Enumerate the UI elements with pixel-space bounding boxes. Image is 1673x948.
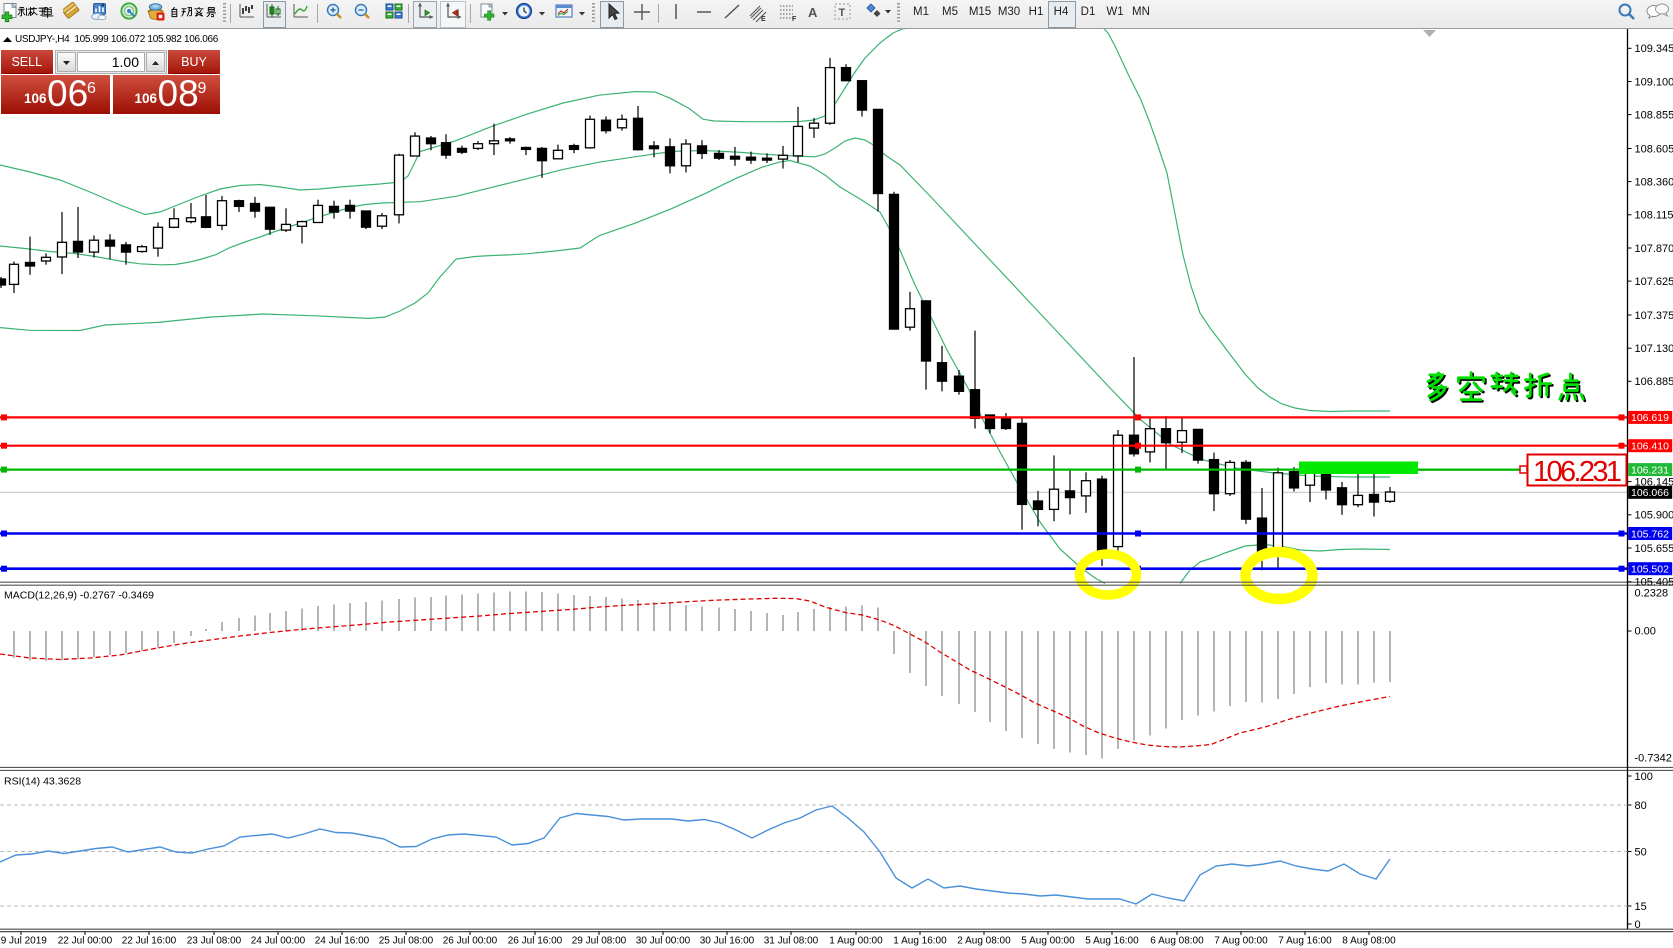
svg-text:31 Jul 08:00: 31 Jul 08:00 bbox=[764, 936, 819, 947]
svg-text:108.605: 108.605 bbox=[1635, 143, 1673, 155]
svg-text:0.2328: 0.2328 bbox=[1635, 588, 1669, 600]
svg-text:100: 100 bbox=[1635, 771, 1653, 783]
svg-text:29 Jul 08:00: 29 Jul 08:00 bbox=[572, 936, 627, 947]
svg-text:T: T bbox=[839, 7, 846, 19]
svg-text:109.345: 109.345 bbox=[1635, 43, 1673, 55]
svg-text:106.410: 106.410 bbox=[1631, 441, 1669, 453]
svg-text:106.231: 106.231 bbox=[1631, 464, 1669, 476]
svg-text:6 Aug 08:00: 6 Aug 08:00 bbox=[1150, 936, 1204, 947]
svg-text:7 Aug 00:00: 7 Aug 00:00 bbox=[1214, 936, 1268, 947]
svg-text:E: E bbox=[761, 16, 766, 23]
svg-text:19 Jul 2019: 19 Jul 2019 bbox=[0, 936, 47, 947]
svg-text:1 Aug 16:00: 1 Aug 16:00 bbox=[893, 936, 947, 947]
svg-text:26 Jul 00:00: 26 Jul 00:00 bbox=[443, 936, 498, 947]
svg-text:106.231: 106.231 bbox=[1533, 456, 1622, 488]
svg-text:107.130: 107.130 bbox=[1635, 343, 1673, 355]
svg-text:108.855: 108.855 bbox=[1635, 109, 1673, 121]
svg-text:22 Jul 16:00: 22 Jul 16:00 bbox=[122, 936, 177, 947]
svg-text:8 Aug 08:00: 8 Aug 08:00 bbox=[1342, 936, 1396, 947]
svg-text:105.655: 105.655 bbox=[1635, 543, 1673, 555]
svg-text:30 Jul 00:00: 30 Jul 00:00 bbox=[636, 936, 691, 947]
svg-text:5 Aug 16:00: 5 Aug 16:00 bbox=[1085, 936, 1139, 947]
svg-text:105.762: 105.762 bbox=[1631, 528, 1669, 540]
svg-text:-0.7342: -0.7342 bbox=[1635, 753, 1672, 765]
svg-text:24 Jul 00:00: 24 Jul 00:00 bbox=[251, 936, 306, 947]
svg-text:107.870: 107.870 bbox=[1635, 243, 1673, 255]
svg-text:30 Jul 16:00: 30 Jul 16:00 bbox=[700, 936, 755, 947]
svg-text:105.405: 105.405 bbox=[1635, 577, 1673, 589]
svg-text:106.066: 106.066 bbox=[1631, 487, 1669, 499]
svg-text:108.115: 108.115 bbox=[1635, 210, 1673, 222]
svg-text:1 Aug 00:00: 1 Aug 00:00 bbox=[829, 936, 883, 947]
svg-text:23 Jul 08:00: 23 Jul 08:00 bbox=[187, 936, 242, 947]
svg-text:0.00: 0.00 bbox=[1635, 626, 1656, 638]
svg-text:25 Jul 08:00: 25 Jul 08:00 bbox=[379, 936, 434, 947]
svg-text:7 Aug 16:00: 7 Aug 16:00 bbox=[1278, 936, 1332, 947]
svg-text:22 Jul 00:00: 22 Jul 00:00 bbox=[58, 936, 113, 947]
svg-text:108.360: 108.360 bbox=[1635, 176, 1673, 188]
svg-text:105.900: 105.900 bbox=[1635, 510, 1673, 522]
svg-text:F: F bbox=[792, 16, 797, 23]
svg-text:109.100: 109.100 bbox=[1635, 76, 1673, 88]
svg-text:107.375: 107.375 bbox=[1635, 310, 1673, 322]
svg-text:80: 80 bbox=[1635, 800, 1647, 812]
svg-text:26 Jul 16:00: 26 Jul 16:00 bbox=[508, 936, 563, 947]
svg-text:2 Aug 08:00: 2 Aug 08:00 bbox=[957, 936, 1011, 947]
svg-text:106.619: 106.619 bbox=[1631, 412, 1669, 424]
svg-text:24 Jul 16:00: 24 Jul 16:00 bbox=[315, 936, 370, 947]
svg-text:107.625: 107.625 bbox=[1635, 276, 1673, 288]
svg-text:106.145: 106.145 bbox=[1635, 476, 1673, 488]
svg-text:0: 0 bbox=[1635, 919, 1641, 931]
svg-text:105.502: 105.502 bbox=[1631, 564, 1669, 576]
svg-text:MACD(12,26,9) -0.2767 -0.3469: MACD(12,26,9) -0.2767 -0.3469 bbox=[4, 590, 154, 602]
svg-text:5 Aug 00:00: 5 Aug 00:00 bbox=[1021, 936, 1075, 947]
svg-text:106.885: 106.885 bbox=[1635, 376, 1673, 388]
svg-text:50: 50 bbox=[1635, 846, 1647, 858]
svg-text:15: 15 bbox=[1635, 901, 1647, 913]
svg-text:RSI(14) 43.3628: RSI(14) 43.3628 bbox=[4, 776, 81, 788]
